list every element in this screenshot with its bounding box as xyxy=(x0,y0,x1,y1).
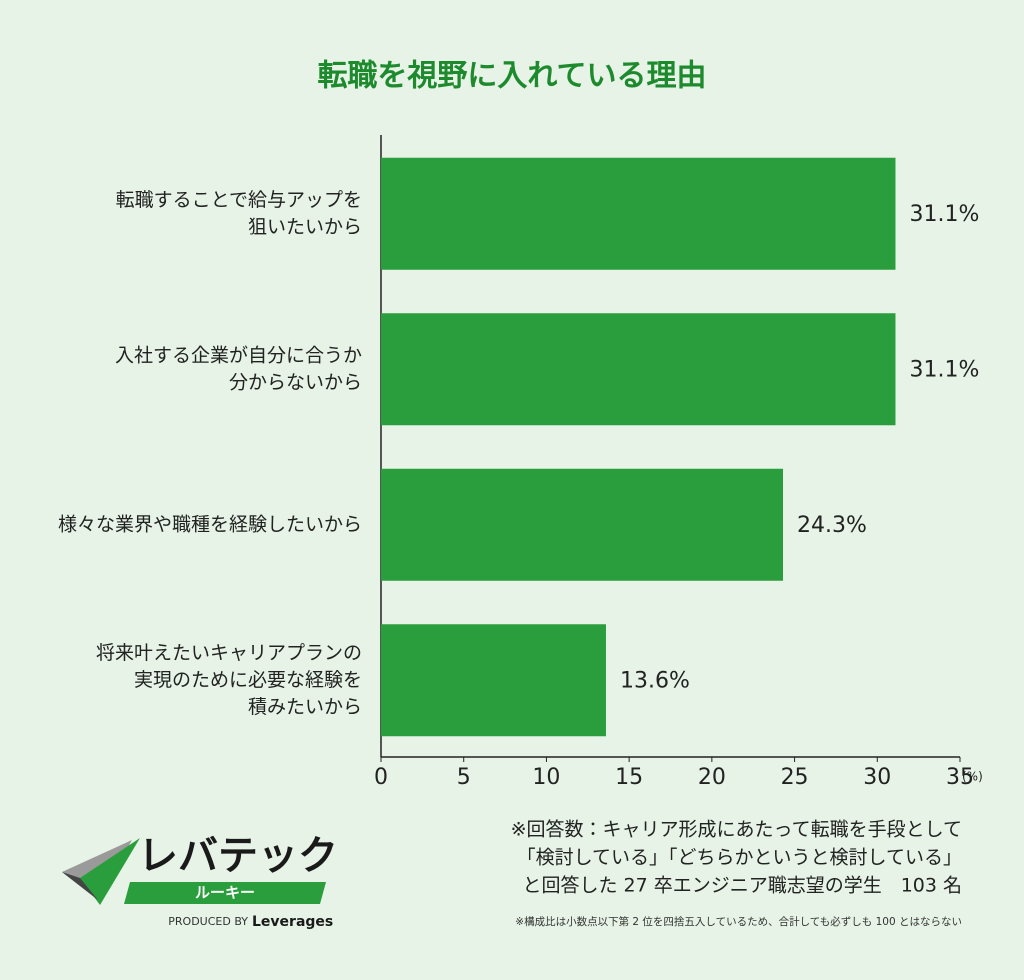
value-label: 13.6% xyxy=(620,668,690,693)
logo-sub: ルーキー xyxy=(195,884,255,902)
bar xyxy=(381,313,896,426)
y-tick-label: 転職することで給与アップを xyxy=(116,189,362,211)
x-tick-label: 30 xyxy=(863,765,891,790)
y-tick-label: 積みたいから xyxy=(248,696,362,718)
note: ※回答数：キャリア形成にあたって転職を手段として xyxy=(511,819,962,841)
y-tick-label: 入社する企業が自分に合うか xyxy=(115,344,362,366)
value-label: 31.1% xyxy=(909,357,979,382)
footnote: ※構成比は小数点以下第 2 位を四捨五入しているため、合計しても必ずしも 100… xyxy=(515,915,962,928)
logo-produced-by: PRODUCED BY xyxy=(168,915,248,928)
bar xyxy=(381,624,606,737)
y-tick-label: 将来叶えたいキャリアプランの xyxy=(96,642,362,664)
logo-name: レバテック xyxy=(138,833,338,879)
logo-brand: Leverages xyxy=(252,914,333,930)
y-tick-label: 分からないから xyxy=(229,371,362,393)
y-tick-label: 実現のために必要な経験を xyxy=(134,669,362,691)
y-tick-label: 様々な業界や職種を経験したいから xyxy=(58,513,362,535)
value-label: 31.1% xyxy=(909,202,979,227)
bar xyxy=(381,157,896,270)
logo-bar xyxy=(124,882,326,904)
x-axis-unit: (%) xyxy=(962,770,983,784)
x-tick-label: 15 xyxy=(615,765,643,790)
x-tick-label: 5 xyxy=(457,765,471,790)
bar xyxy=(381,468,783,581)
note: 「検討している」「どちらかというと検討している」 xyxy=(517,847,962,869)
x-tick-label: 0 xyxy=(374,765,388,790)
logo: レバテック ルーキー PRODUCED BY Leverages xyxy=(62,833,338,930)
logo-mark-dark xyxy=(62,872,98,900)
chart-title: 転職を視野に入れている理由 xyxy=(317,59,706,94)
x-tick-label: 10 xyxy=(532,765,560,790)
x-tick-label: 25 xyxy=(781,765,809,790)
logo-mark-green xyxy=(80,838,140,905)
y-tick-label: 狙いたいから xyxy=(248,216,362,238)
x-tick-label: 35 xyxy=(946,765,974,790)
note: と回答した 27 卒エンジニア職志望の学生 103 名 xyxy=(522,875,962,897)
x-tick-label: 20 xyxy=(698,765,726,790)
value-label: 24.3% xyxy=(797,513,867,538)
